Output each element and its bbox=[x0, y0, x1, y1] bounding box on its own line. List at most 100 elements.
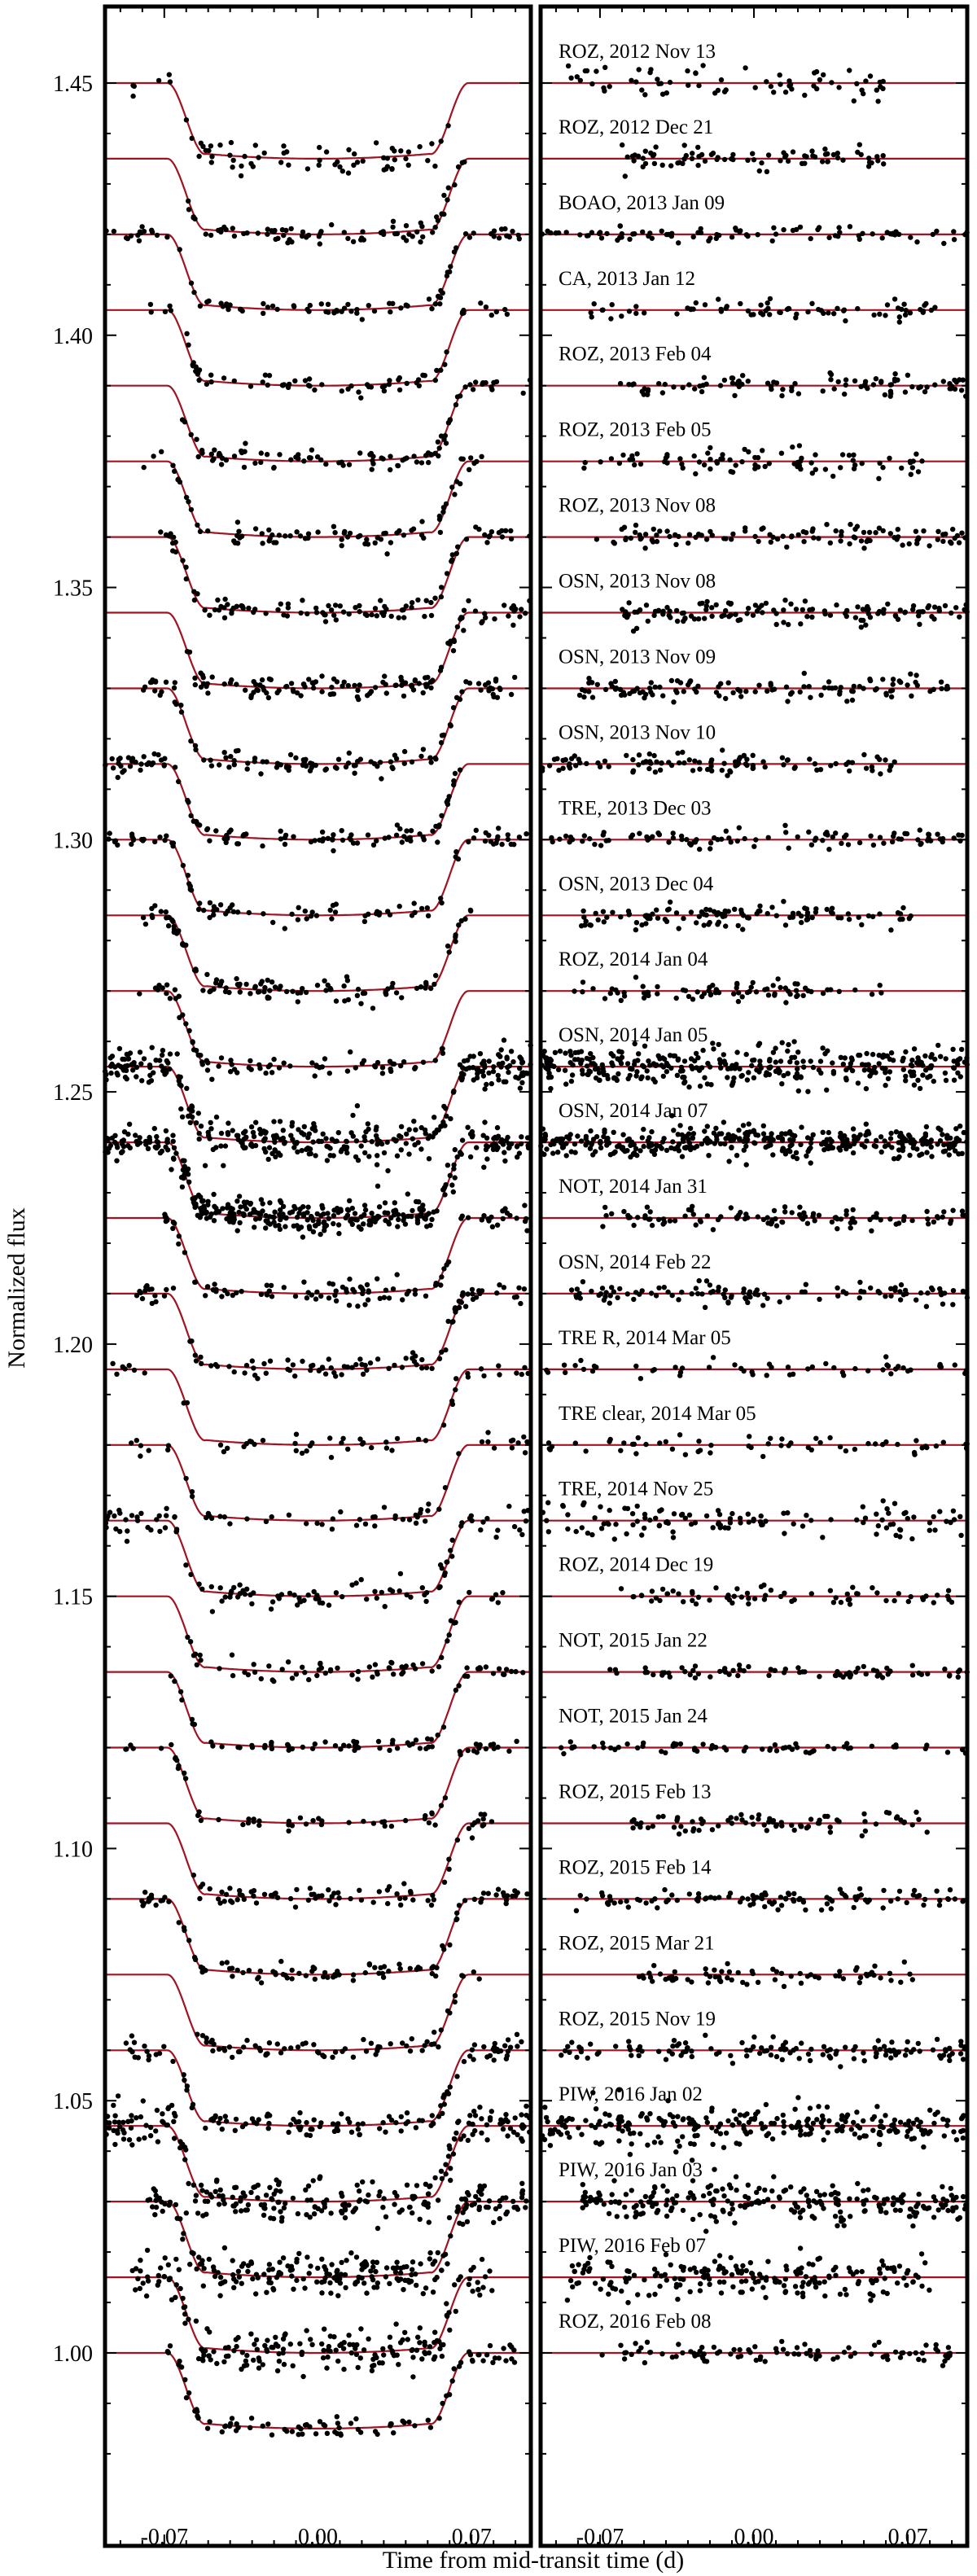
flux-point bbox=[314, 1289, 320, 1295]
flux-point bbox=[309, 1292, 314, 1298]
flux-point bbox=[182, 1770, 187, 1776]
flux-point bbox=[327, 2280, 333, 2286]
flux-point bbox=[440, 1422, 447, 1428]
flux-point bbox=[155, 1139, 161, 1146]
flux-point bbox=[344, 978, 351, 984]
residual-point bbox=[883, 690, 889, 696]
residual-point bbox=[922, 389, 928, 395]
flux-point bbox=[217, 902, 224, 908]
flux-point bbox=[149, 913, 155, 918]
residual-point bbox=[928, 307, 935, 313]
flux-point bbox=[365, 693, 370, 699]
residual-point bbox=[828, 377, 834, 383]
flux-point bbox=[305, 535, 311, 541]
flux-point bbox=[400, 1517, 406, 1522]
flux-point bbox=[263, 1212, 269, 1219]
flux-point bbox=[266, 373, 273, 379]
flux-point bbox=[459, 160, 465, 165]
flux-point bbox=[351, 162, 357, 168]
flux-point bbox=[192, 1279, 199, 1285]
flux-point bbox=[398, 1147, 404, 1153]
residual-point bbox=[679, 836, 685, 843]
residual-point bbox=[656, 381, 662, 387]
flux-point bbox=[446, 2215, 453, 2221]
flux-point bbox=[131, 1367, 138, 1373]
flux-point bbox=[437, 1562, 444, 1568]
flux-point bbox=[440, 2110, 445, 2116]
flux-point bbox=[371, 1062, 378, 1069]
flux-point bbox=[129, 1440, 134, 1446]
flux-point bbox=[287, 2122, 294, 2127]
flux-point bbox=[415, 1436, 422, 1443]
flux-point bbox=[438, 896, 444, 901]
flux-point bbox=[263, 1129, 269, 1135]
residual-point bbox=[855, 305, 861, 312]
residual-point bbox=[671, 384, 677, 390]
flux-point bbox=[188, 738, 194, 744]
flux-point bbox=[445, 269, 450, 275]
flux-point bbox=[118, 763, 124, 769]
residual-point bbox=[751, 157, 757, 163]
flux-point bbox=[364, 2290, 370, 2296]
flux-point bbox=[479, 1217, 484, 1223]
flux-point bbox=[262, 2342, 268, 2349]
flux-point bbox=[309, 1213, 314, 1220]
flux-point bbox=[410, 2374, 416, 2380]
flux-point bbox=[375, 1059, 381, 1066]
flux-point bbox=[413, 1127, 418, 1132]
residual-point bbox=[647, 230, 653, 236]
residual-point bbox=[693, 300, 699, 306]
flux-point bbox=[274, 306, 280, 313]
residual-point bbox=[594, 537, 600, 542]
flux-point bbox=[163, 1144, 169, 1150]
flux-point bbox=[439, 813, 445, 818]
flux-point bbox=[310, 2178, 316, 2184]
flux-point bbox=[432, 377, 438, 383]
flux-point bbox=[432, 301, 439, 307]
flux-point bbox=[261, 687, 267, 693]
flux-point bbox=[438, 2027, 444, 2033]
flux-point bbox=[523, 611, 528, 616]
flux-point bbox=[165, 923, 172, 929]
flux-point bbox=[186, 2390, 192, 2396]
flux-point bbox=[417, 2340, 423, 2346]
flux-point bbox=[387, 1666, 392, 1671]
flux-point bbox=[426, 2350, 432, 2356]
residual-point bbox=[949, 610, 954, 616]
flux-point bbox=[520, 1670, 526, 1676]
flux-point bbox=[465, 1291, 471, 1297]
flux-point bbox=[519, 2039, 524, 2044]
flux-point bbox=[438, 594, 445, 600]
residual-point bbox=[935, 537, 941, 542]
residual-point bbox=[829, 80, 835, 85]
flux-point bbox=[524, 2103, 529, 2109]
flux-point bbox=[285, 605, 291, 611]
residual-point bbox=[951, 229, 957, 234]
residual-point bbox=[726, 835, 732, 841]
flux-point bbox=[455, 2206, 461, 2212]
flux-point bbox=[193, 1120, 199, 1126]
flux-point bbox=[125, 1528, 130, 1534]
flux-point bbox=[419, 1365, 425, 1371]
flux-point bbox=[230, 1128, 235, 1133]
flux-point bbox=[165, 2350, 171, 2355]
flux-point bbox=[413, 1737, 419, 1743]
flux-point bbox=[418, 1510, 423, 1516]
flux-point bbox=[345, 2116, 351, 2122]
flux-point bbox=[496, 1061, 502, 1067]
flux-point bbox=[168, 308, 174, 313]
flux-point bbox=[256, 1822, 262, 1829]
residual-point bbox=[857, 839, 863, 846]
flux-point bbox=[116, 1045, 123, 1052]
flux-point bbox=[354, 160, 361, 165]
flux-point bbox=[412, 1291, 418, 1297]
flux-point bbox=[319, 1522, 325, 1527]
residual-point bbox=[681, 610, 686, 616]
flux-point bbox=[234, 975, 239, 982]
flux-point bbox=[198, 1884, 204, 1890]
flux-point bbox=[517, 614, 523, 620]
residual-point bbox=[863, 622, 869, 628]
flux-point bbox=[239, 2280, 244, 2286]
flux-point bbox=[453, 849, 459, 855]
residual-point bbox=[694, 689, 699, 695]
